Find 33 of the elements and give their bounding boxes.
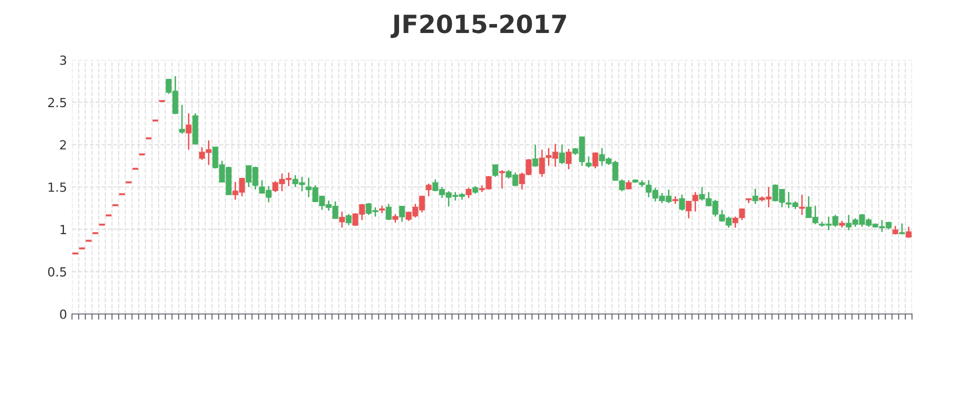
candlestick (906, 226, 912, 238)
candlestick (386, 203, 392, 221)
candlestick (686, 200, 692, 220)
candlestick (466, 187, 472, 199)
candlestick (499, 169, 505, 190)
candlestick (186, 112, 192, 150)
y-tick-label: 2 (60, 140, 66, 150)
y-tick-label: 1.5 (48, 182, 66, 192)
chart-title: JF2015-2017 (390, 14, 566, 38)
candlestick (752, 188, 758, 205)
candlestick (799, 194, 805, 216)
candlestick (692, 191, 698, 212)
candlestick (586, 156, 592, 168)
candlestick (426, 182, 432, 198)
candlestick (399, 206, 405, 222)
y-tick-label: 2.5 (48, 98, 66, 108)
candlestick (559, 144, 565, 165)
candlestick (732, 216, 738, 228)
y-tick-label: 1 (60, 224, 66, 234)
candlestick (899, 222, 905, 236)
candlestick (179, 104, 185, 134)
y-tick-label: 3 (60, 55, 66, 65)
candlestick (492, 164, 498, 178)
candlestick (679, 194, 685, 212)
y-tick-label: 0 (60, 309, 66, 319)
y-tick-label: 0.5 (48, 267, 66, 277)
candlestick (566, 148, 572, 170)
candlestick (532, 144, 538, 168)
candlestick (339, 210, 345, 228)
candlestick (739, 208, 745, 221)
candlestick (346, 213, 352, 226)
candlestick (626, 180, 632, 190)
candlestick (592, 152, 598, 170)
